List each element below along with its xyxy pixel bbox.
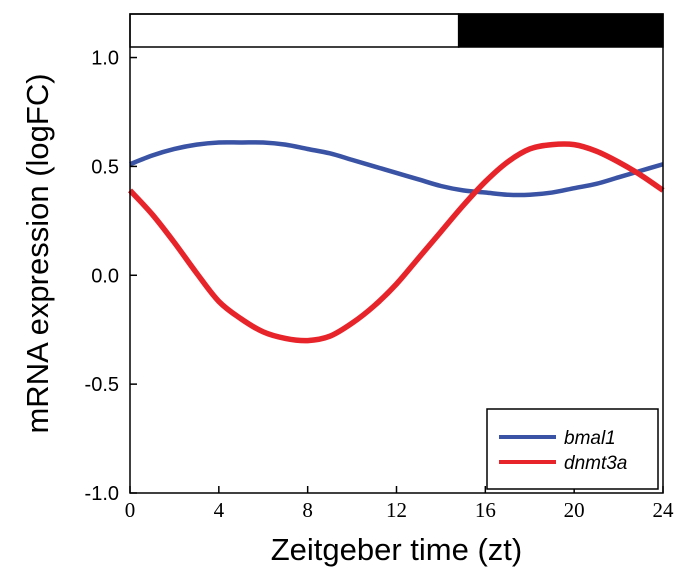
x-tick-label: 16: [475, 498, 496, 522]
light-phase-bar: [129, 13, 460, 48]
y-tick-label: 1.0: [91, 48, 119, 70]
series-line-dnmt3a: [127, 141, 665, 344]
series-line-bmal1: [129, 140, 664, 198]
x-tick-label: 0: [125, 498, 136, 522]
light-dark-bar: [129, 13, 664, 48]
y-tick-label: 0.5: [91, 156, 119, 178]
x-axis: 0 4 8 12 16 20 24: [125, 486, 674, 522]
y-tick-label: -1.0: [85, 483, 119, 505]
x-axis-label: Zeitgeber time (zt): [271, 532, 523, 567]
legend: bmal1 dnmt3a: [486, 408, 659, 490]
x-tick-label: 12: [386, 498, 407, 522]
x-tick-label: 24: [653, 498, 675, 522]
y-axis: -1.0 -0.5 0.0 0.5 1.0: [85, 48, 137, 505]
y-tick-label: -0.5: [85, 374, 119, 396]
legend-label-dnmt3a: dnmt3a: [564, 453, 627, 474]
series-layer: [127, 140, 665, 344]
x-tick-label: 8: [302, 498, 313, 522]
legend-box: [486, 408, 659, 490]
legend-label-bmal1: bmal1: [564, 428, 616, 449]
y-axis-label: mRNA expression (logFC): [20, 73, 55, 433]
y-tick-label: 0.0: [91, 265, 119, 287]
dark-phase-bar: [457, 13, 664, 48]
x-tick-label: 20: [564, 498, 585, 522]
x-tick-label: 4: [214, 498, 225, 522]
